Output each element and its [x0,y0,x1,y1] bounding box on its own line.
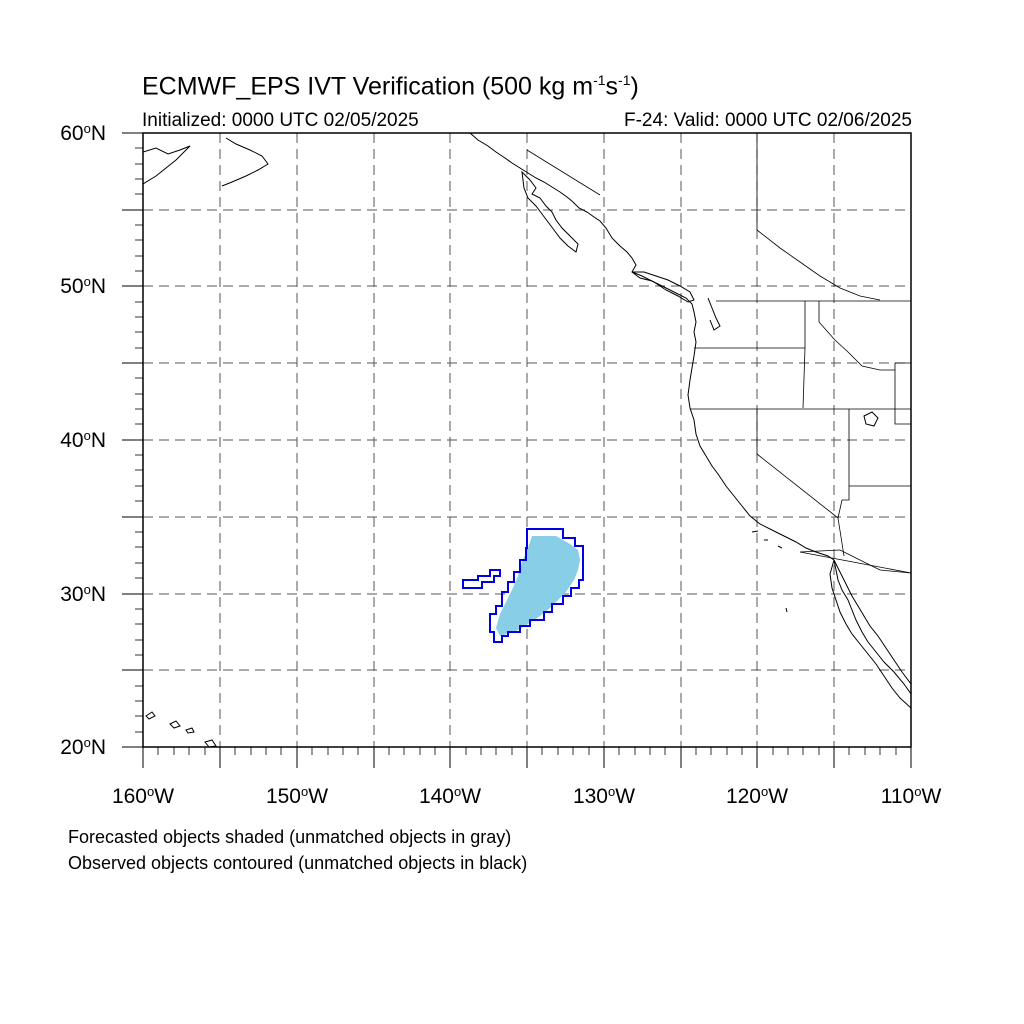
canada-alaska-border [526,133,758,230]
lat-label-60: 60oN [60,121,106,145]
baja-california [829,559,911,709]
great-salt-lake [863,411,879,427]
valid-time-label: F-24: Valid: 0000 UTC 02/06/2025 [624,110,912,131]
caption-forecast: Forecasted objects shaded (unmatched obj… [68,827,512,847]
grid-lines [143,133,911,747]
observed-ivt-contour [489,528,584,643]
alaska-panhandle-islands [521,170,579,253]
lat-label-20: 20oN [60,735,106,759]
hawaiian-islands [145,711,217,747]
lon-label-140: 140oW [418,784,482,808]
puget-sound [707,297,721,331]
lat-label-50: 50oN [60,274,106,298]
forecast-ivt-object [496,536,580,636]
mexico-border [799,549,911,574]
observed-ivt-contour-small [462,569,501,589]
map-title: ECMWF_EPS IVT Verification (500 kg m-1s-… [142,72,639,101]
lon-label-130: 130oW [572,784,636,808]
lat-label-30: 30oN [60,582,106,606]
west-coast-coastline [469,133,911,695]
axis-ticks [122,132,912,768]
lon-label-150: 150oW [265,784,329,808]
canada-interior-border [756,229,881,301]
channel-islands [751,530,788,613]
lat-label-40: 40oN [60,428,106,452]
caption-observed: Observed objects contoured (unmatched ob… [68,853,528,873]
state-borders [690,301,911,574]
lon-label-120: 120oW [725,784,789,808]
minor-ticks [135,147,897,755]
alaska-coastline [143,137,269,187]
lon-label-110: 110oW [880,784,942,808]
initialized-label: Initialized: 0000 UTC 02/05/2025 [142,110,419,131]
vancouver-island [631,271,695,303]
lon-label-160: 160oW [111,784,175,808]
